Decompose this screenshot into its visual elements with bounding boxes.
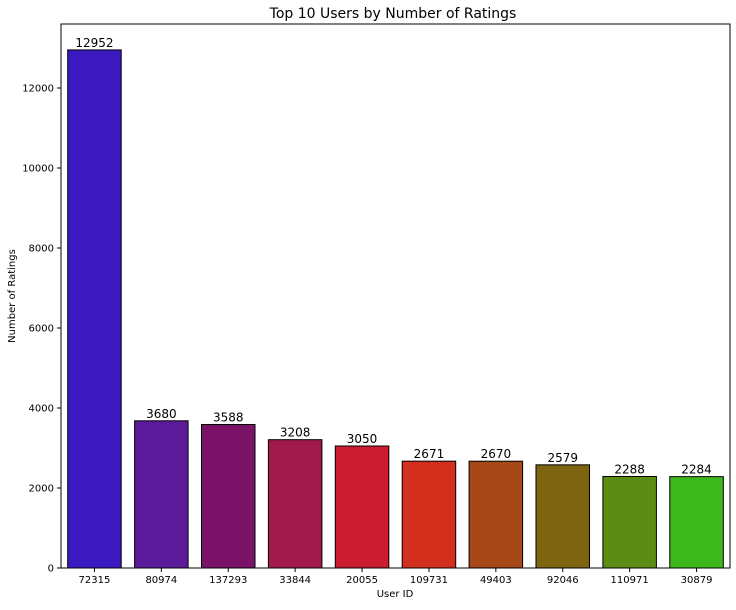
- y-tick-label-12000: 12000: [22, 84, 54, 95]
- x-tick-label-30879: 30879: [681, 575, 713, 586]
- x-tick-label-80974: 80974: [145, 575, 177, 586]
- x-tick-label-110971: 110971: [611, 575, 649, 586]
- y-tick-label-6000: 6000: [29, 324, 54, 335]
- chart-title: Top 10 Users by Number of Ratings: [269, 6, 517, 22]
- bar-137293: [200, 423, 256, 569]
- data-label-72315: 12952: [75, 36, 113, 50]
- y-ticks-group: 0 2000 4000 6000 8000 10000 12000: [22, 84, 61, 575]
- plot-area-frame: [60, 23, 731, 569]
- bar-110971: [602, 475, 657, 569]
- bar-49403: [468, 460, 524, 569]
- bar-109731: [401, 460, 457, 569]
- bar-20055: [334, 445, 390, 569]
- x-ticks-group: 72315 80974 137293 33844 20055 109731 49403 920…: [79, 568, 713, 586]
- y-axis-label: Number of Ratings: [7, 249, 18, 343]
- x-axis-label: User ID: [377, 589, 414, 600]
- x-tick-label-137293: 137293: [209, 575, 247, 586]
- data-label-80974: 3680: [146, 407, 177, 421]
- x-tick-label-72315: 72315: [79, 575, 111, 586]
- x-tick-label-33844: 33844: [279, 575, 311, 586]
- y-tick-label-4000: 4000: [29, 404, 54, 415]
- y-tick-label-10000: 10000: [22, 164, 54, 175]
- data-label-92046: 2579: [547, 451, 578, 465]
- bar-92046: [535, 464, 591, 569]
- bar-72315: [67, 49, 122, 569]
- bars-group: 12952 3680 3588 3208 3050 2671 2670 2579 2288 228…: [67, 36, 724, 569]
- bar-30879: [669, 476, 724, 569]
- data-label-49403: 2670: [481, 447, 512, 461]
- data-label-137293: 3588: [213, 410, 244, 424]
- data-label-20055: 3050: [347, 432, 378, 446]
- bar-80974: [134, 420, 189, 569]
- bar-33844: [267, 439, 323, 569]
- data-label-110971: 2288: [614, 462, 645, 476]
- x-tick-label-20055: 20055: [346, 575, 378, 586]
- data-label-30879: 2284: [681, 463, 712, 477]
- y-tick-label-2000: 2000: [29, 484, 54, 495]
- x-tick-label-92046: 92046: [547, 575, 579, 586]
- data-label-33844: 3208: [280, 426, 311, 440]
- y-tick-label-8000: 8000: [29, 244, 54, 255]
- y-tick-label-0: 0: [48, 564, 54, 575]
- x-tick-label-49403: 49403: [480, 575, 512, 586]
- x-tick-label-109731: 109731: [410, 575, 448, 586]
- data-label-109731: 2671: [414, 447, 445, 461]
